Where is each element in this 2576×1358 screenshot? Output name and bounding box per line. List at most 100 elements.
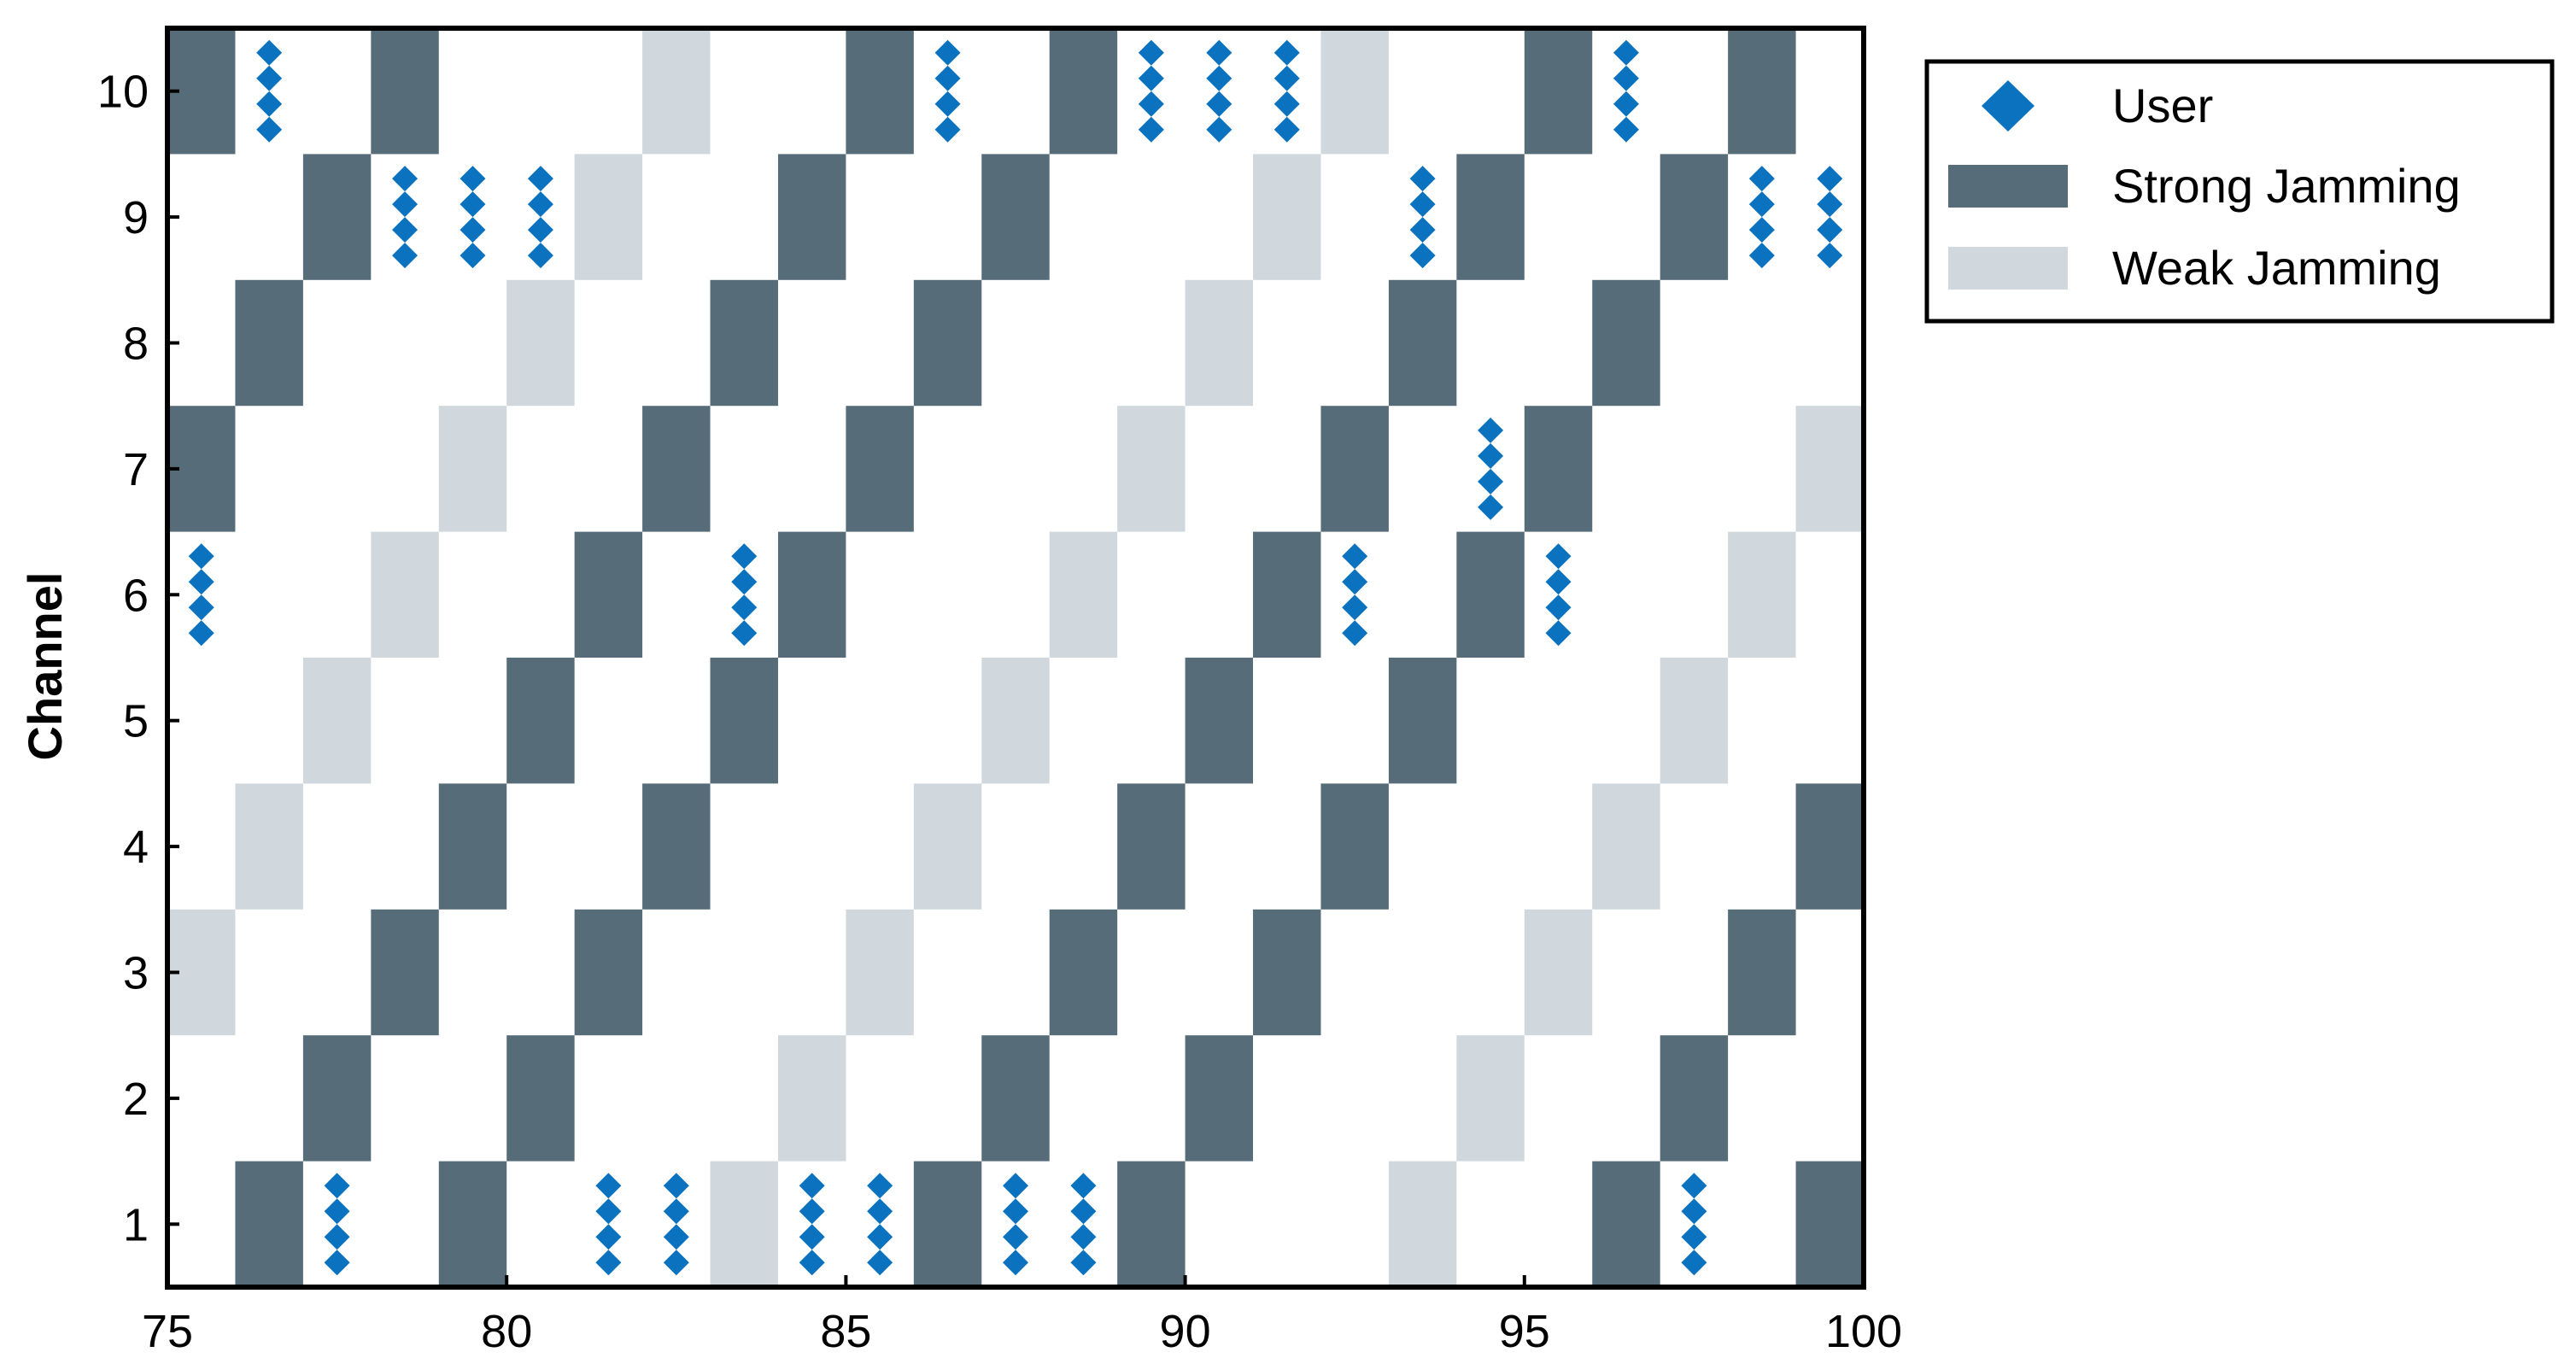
user-diamond [1206,39,1232,66]
user-diamond [1206,65,1232,91]
user-diamond [1748,217,1775,243]
strong-jamming-cell [1524,406,1593,532]
strong-jamming-cell [371,28,439,155]
strong-jamming-cell [1728,28,1796,155]
strong-jamming-cell [1728,909,1796,1036]
user-diamond [1613,116,1639,143]
user-diamond [663,1250,689,1276]
jamming-cells [167,28,1864,1287]
user-diamond [1545,543,1572,570]
user-diamond [663,1224,689,1250]
strong-jamming-cell [981,1035,1050,1162]
user-marker [392,166,419,269]
y-tick-label: 3 [123,948,149,999]
user-diamond [1409,243,1436,269]
user-diamond [324,1250,350,1276]
weak-jamming-cell [913,783,982,910]
weak-jamming-cell [574,154,643,280]
user-diamond [1003,1173,1028,1199]
user-diamond [1273,39,1300,66]
x-axis: 75 80 85 90 95 100 [142,1275,1902,1357]
x-tick-label: 85 [820,1306,871,1357]
user-diamond [1070,1224,1097,1250]
user-markers [188,39,1843,1276]
user-diamond [595,1250,622,1276]
legend-weak-swatch [1948,247,2068,290]
user-diamond [188,543,214,570]
strong-jamming-cell [1456,531,1525,658]
user-marker [1003,1173,1028,1276]
weak-jamming-cell [981,658,1050,784]
y-axis-label: Channel [18,572,72,761]
user-diamond [1478,442,1504,469]
strong-jamming-cell [710,658,778,784]
strong-jamming-cell [1185,658,1254,784]
legend-user-swatch [1982,80,2034,132]
legend-weak-label: Weak Jamming [2112,241,2441,295]
user-diamond [934,116,961,143]
user-marker [1138,39,1164,143]
strong-jamming-cell [1592,279,1660,407]
user-diamond [188,594,214,621]
user-diamond [324,1224,350,1250]
user-diamond [1681,1224,1707,1250]
user-diamond [1478,468,1504,495]
user-marker [324,1173,350,1276]
weak-jamming-cell [1117,406,1186,532]
user-marker [1070,1173,1097,1276]
user-diamond [1681,1198,1707,1225]
weak-jamming-cell [1320,28,1389,155]
weak-jamming-cell [438,406,507,532]
x-tick-label: 75 [142,1306,193,1357]
strong-jamming-cell [913,279,982,407]
user-diamond [527,243,553,269]
strong-jamming-cell [438,783,507,910]
strong-jamming-cell [1388,658,1457,784]
user-diamond [731,543,758,570]
user-diamond [595,1173,622,1199]
user-diamond [867,1198,893,1225]
strong-jamming-cell [574,531,643,658]
strong-jamming-cell [438,1161,507,1287]
user-diamond [1138,39,1164,66]
user-diamond [256,65,283,91]
user-marker [1342,543,1368,647]
user-diamond [1545,620,1572,647]
legend-user-label: User [2112,79,2213,132]
user-diamond [1748,243,1775,269]
y-tick-label: 2 [123,1074,149,1125]
user-diamond [867,1250,893,1276]
user-diamond [1342,594,1368,621]
strong-jamming-cell [981,154,1050,280]
y-tick-label: 8 [123,319,149,370]
user-marker [731,543,758,647]
strong-jamming-cell [1456,154,1525,280]
x-tick-label: 80 [481,1306,532,1357]
user-diamond [1817,217,1843,243]
user-marker [460,166,486,269]
weak-jamming-cell [1253,154,1321,280]
user-marker [663,1173,689,1276]
user-marker [1681,1173,1707,1276]
strong-jamming-cell [1320,783,1389,910]
weak-jamming-cell [1728,531,1796,658]
strong-jamming-cell [913,1161,982,1287]
user-diamond [527,217,553,243]
user-diamond [799,1224,825,1250]
plot-frame [165,26,1866,1290]
weak-jamming-cell [1185,279,1254,407]
user-diamond [392,166,419,192]
user-diamond [1817,243,1843,269]
user-diamond [1478,494,1504,520]
user-diamond [1748,166,1775,192]
user-diamond [1748,191,1775,218]
y-tick-label: 6 [123,570,149,621]
user-diamond [1342,569,1368,595]
y-axis: 1 2 3 4 5 6 7 8 9 10 [97,67,179,1250]
user-marker [1273,39,1300,143]
user-diamond [527,191,553,218]
weak-jamming-cell [1388,1161,1457,1287]
user-diamond [1342,620,1368,647]
user-diamond [324,1173,350,1199]
user-diamond [1070,1250,1097,1276]
